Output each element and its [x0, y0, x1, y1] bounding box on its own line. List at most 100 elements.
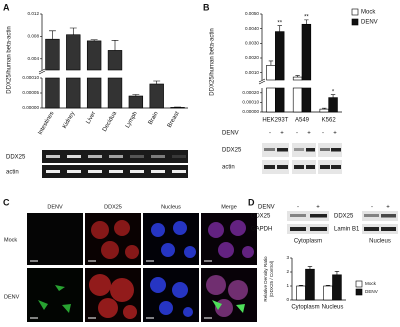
panel-label: B — [203, 2, 210, 12]
western-blot — [364, 227, 379, 231]
error-bar — [295, 75, 300, 78]
micrograph — [212, 300, 222, 310]
axis-break — [38, 68, 46, 73]
bar — [292, 76, 303, 81]
bar — [328, 97, 338, 113]
blot-label: Lamin B1 — [334, 227, 360, 233]
x-tick-label: Nucleus — [322, 305, 344, 311]
axis-break — [258, 80, 266, 85]
legend-swatch — [351, 18, 359, 26]
micrograph — [55, 285, 65, 291]
gel — [67, 170, 81, 173]
micrograph — [114, 220, 130, 236]
micrograph — [242, 246, 254, 258]
micrograph — [230, 220, 246, 236]
x-tick-label: Decidua — [102, 110, 119, 133]
blot-label: GAPDH — [251, 227, 272, 233]
bar — [323, 285, 333, 301]
micrograph — [206, 275, 248, 317]
bar — [275, 87, 285, 113]
y-tick-label: 0.0050 — [245, 11, 259, 16]
micrograph — [98, 298, 118, 318]
micrograph — [172, 282, 188, 298]
bar — [107, 50, 123, 71]
y-tick-label: 0.0010 — [245, 70, 259, 75]
micrograph — [183, 307, 193, 317]
y-tick-label: 0.0040 — [245, 26, 259, 31]
y-tick-label: 0.00020 — [242, 90, 259, 95]
x-tick-label: Breast — [167, 111, 181, 129]
legend-label: Mock — [361, 10, 376, 16]
treatment-mark: + — [307, 131, 311, 137]
y-tick-label: 0.00010 — [242, 100, 259, 105]
gel — [46, 170, 186, 173]
bar — [266, 65, 276, 81]
x-tick-label: Lymph — [125, 111, 139, 129]
micrograph — [125, 245, 139, 259]
gel — [88, 170, 102, 173]
y-tick-label: 0.00000 — [242, 109, 259, 114]
bar — [128, 95, 144, 109]
y-axis-title: DDX25/human beta-actin — [7, 26, 13, 93]
micrograph — [208, 222, 224, 238]
micrograph — [38, 285, 71, 313]
error-bar — [132, 94, 140, 96]
y-tick-label: 0 — [286, 297, 289, 302]
bar — [66, 34, 81, 71]
micrograph — [151, 223, 165, 237]
fraction-label: Cytoplasm — [294, 239, 322, 245]
micrograph — [62, 304, 71, 313]
western-blot — [331, 148, 341, 152]
x-tick-label: A549 — [295, 118, 310, 124]
legend-swatch — [351, 8, 359, 16]
panel-label: A — [3, 2, 10, 12]
western-blot — [277, 165, 288, 169]
western-blot — [264, 165, 275, 169]
micrograph — [30, 260, 212, 319]
x-tick-label: Liver — [86, 111, 98, 125]
western-blot — [331, 165, 341, 169]
blot-label: DDX25 — [6, 155, 26, 161]
legend-label: DENV — [365, 289, 379, 294]
blot-label: DDX25 — [222, 148, 242, 154]
y-axis-title: Relative Density Ratio — [263, 256, 268, 302]
axis-break — [38, 70, 46, 75]
micrograph — [27, 213, 257, 322]
error-bar — [111, 40, 119, 51]
significance: ** — [277, 20, 282, 26]
micrograph — [101, 241, 119, 259]
error-bar — [268, 60, 274, 66]
western-blot — [306, 148, 315, 152]
gel — [67, 155, 81, 158]
panel-label: C — [3, 197, 10, 207]
error-bar — [153, 80, 161, 84]
y-tick-label: 0.00010 — [22, 75, 39, 80]
bar — [107, 77, 123, 109]
western-blot — [264, 148, 275, 151]
western-blot — [290, 227, 306, 231]
bar — [66, 77, 81, 109]
bar — [45, 77, 60, 109]
micrograph — [151, 221, 196, 258]
y-tick-label: 0.008 — [28, 34, 40, 39]
y-axis-title: DDX25/human beta-actin — [210, 28, 216, 95]
western-blot — [310, 214, 327, 218]
y-tick-label: 3 — [286, 255, 289, 260]
western-blot — [262, 143, 342, 174]
micrograph — [89, 274, 111, 296]
western-blot — [362, 224, 398, 234]
micrograph — [228, 280, 248, 300]
gel — [130, 155, 144, 158]
y-tick-label: 2 — [286, 269, 289, 274]
error-bar — [307, 266, 313, 270]
bar — [275, 31, 285, 81]
micrograph — [91, 220, 139, 259]
western-blot — [290, 214, 396, 231]
micrograph — [38, 300, 48, 310]
western-blot — [310, 227, 327, 231]
western-blot — [262, 160, 289, 174]
row-header: DENV — [4, 294, 20, 300]
micrograph — [27, 213, 83, 265]
error-bar — [322, 107, 327, 110]
